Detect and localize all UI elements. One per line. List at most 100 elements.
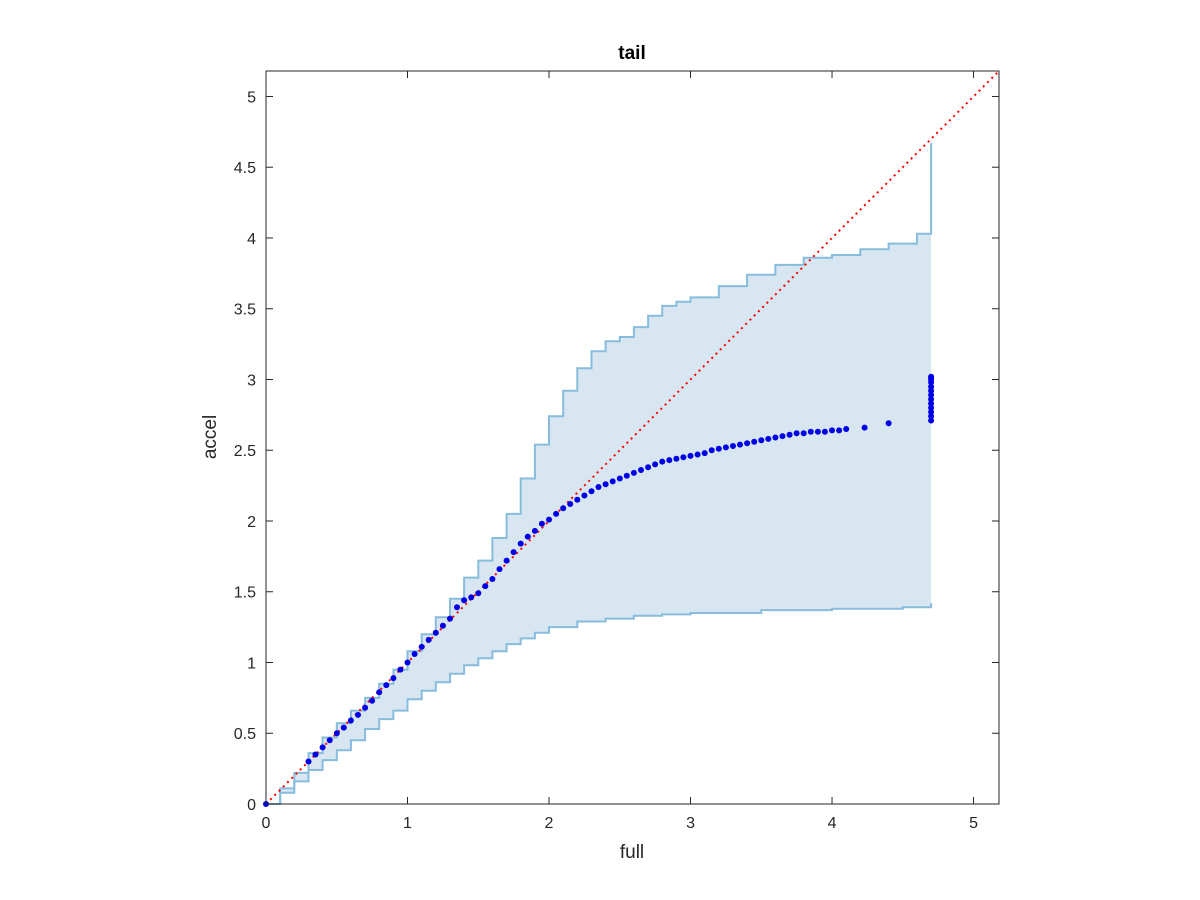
data-point [772,434,779,441]
data-point [425,636,432,643]
data-point [305,758,312,765]
data-point [468,594,475,601]
data-point [645,464,652,471]
data-point [567,501,574,507]
data-point [701,450,708,457]
data-point [659,458,666,465]
data-point [439,622,446,629]
data-point [489,576,496,582]
y-tick-label: 2 [247,514,256,531]
data-point [751,438,758,445]
data-point [673,455,680,462]
data-point [928,409,935,415]
data-point [722,444,729,451]
x-tick-label: 1 [403,815,412,832]
data-point [560,505,567,512]
chart-title: tail [618,43,645,64]
data-point [928,383,935,390]
x-tick-label: 2 [545,815,554,832]
y-tick-label: 0.5 [234,726,256,743]
data-point [524,533,531,540]
data-point [390,675,397,682]
data-point [807,428,814,435]
axes-box [265,70,1000,805]
data-point [347,717,354,724]
data-point [333,730,340,737]
data-point [928,387,935,394]
data-point [355,711,361,718]
data-point [744,440,751,447]
data-point [538,520,545,527]
y-tick-label: 5 [247,89,256,106]
data-point [758,437,765,444]
data-point [510,549,517,556]
data-point [708,447,715,454]
data-point [843,426,850,432]
data-point [404,659,411,666]
x-tick-label: 4 [828,815,837,832]
data-point [928,413,935,420]
data-point [836,427,843,434]
data-points [263,373,935,807]
data-point [397,666,404,673]
data-point [553,510,560,517]
data-point [800,430,807,437]
y-axis-label: accel [200,415,221,459]
data-point [928,396,935,403]
data-point [454,604,460,611]
data-point [928,400,935,407]
data-point [319,744,326,751]
data-point [928,404,935,411]
data-point [574,496,581,503]
data-point [666,457,673,464]
data-point [362,704,369,711]
data-point [786,431,793,438]
data-point [680,454,687,461]
data-point [595,484,602,490]
data-point [687,452,694,459]
data-point [928,417,935,424]
data-point [765,435,772,442]
data-point [546,516,552,523]
data-point [885,420,892,427]
data-point [517,540,524,547]
data-point [581,492,588,499]
data-point [432,629,439,636]
y-axis: 0 0.5 1 1.5 2 2.5 3 3.5 4 4.5 5 [234,89,999,814]
data-point [928,392,935,398]
data-point [376,689,383,696]
y-tick-label: 4 [247,231,256,248]
data-point [652,461,659,468]
data-point [630,469,637,476]
y-tick-label: 4.5 [234,160,256,177]
x-axis-label: full [620,842,644,863]
data-point [312,751,319,758]
x-tick-label: 5 [969,815,978,832]
y-tick-label: 0 [247,797,256,814]
data-point [588,488,595,495]
band-lower-edge [266,603,933,805]
data-point [411,651,418,657]
data-point [821,428,828,435]
x-tick-label: 3 [686,815,695,832]
data-point [694,451,701,458]
data-point [326,737,333,744]
data-point [475,590,482,597]
data-point [623,472,630,479]
data-point [829,427,835,434]
data-point [602,481,609,488]
y-tick-label: 3.5 [234,302,256,319]
data-point [730,443,736,449]
y-tick-label: 2.5 [234,443,256,460]
x-axis: 0 1 2 3 4 5 [262,71,978,832]
data-point [814,428,821,435]
data-point [503,557,510,564]
data-point [369,697,376,704]
data-point [496,566,503,573]
plot-area: 0 1 2 3 4 5 0 0.5 1 1.5 2 2.5 3 3.5 4 4.5 5 [234,70,1000,832]
data-point [447,615,453,622]
data-point [793,430,800,437]
data-point [779,433,786,440]
x-tick-label: 0 [262,815,271,832]
data-point [461,597,468,604]
